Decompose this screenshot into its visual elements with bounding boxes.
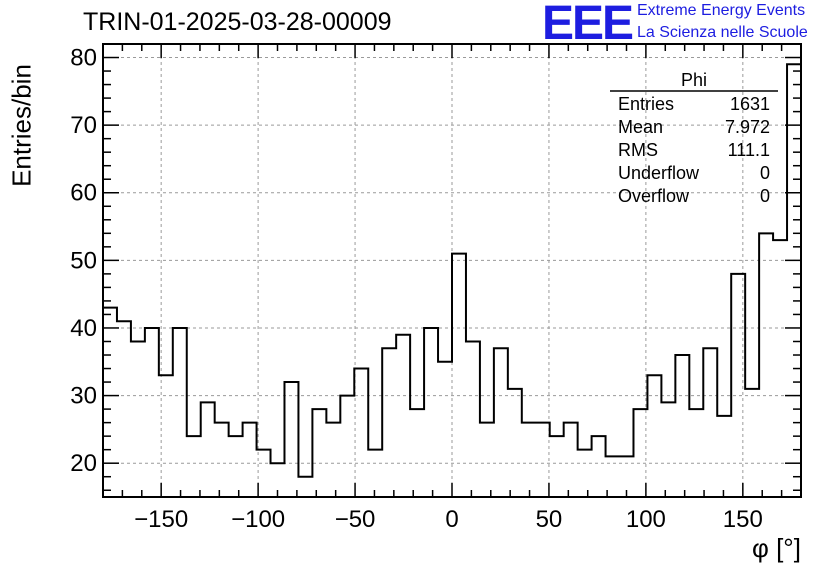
- histogram-bin: [326, 423, 340, 497]
- histogram-bin: [787, 64, 801, 497]
- y-tick-label: 20: [70, 450, 97, 477]
- stats-row-label: Underflow: [618, 163, 700, 183]
- stats-row-label: Entries: [618, 94, 674, 114]
- histogram-bin: [201, 402, 215, 497]
- histogram-bin: [759, 233, 773, 497]
- histogram-bin: [243, 423, 257, 497]
- histogram-bin: [187, 436, 201, 497]
- x-tick-label: −50: [335, 506, 376, 533]
- histogram-bin: [382, 348, 396, 497]
- histogram-bin: [703, 348, 717, 497]
- chart-title: TRIN-01-2025-03-28-00009: [83, 8, 392, 36]
- histogram-bin: [564, 423, 578, 497]
- histogram-bin: [731, 274, 745, 497]
- eee-logo: EEE: [542, 0, 634, 50]
- histogram-layer: [103, 63, 801, 497]
- logo-line-1: Extreme Energy Events: [637, 2, 806, 19]
- histogram-bin: [215, 423, 229, 497]
- stats-box: Phi Entries 1631 Mean 7.972 RMS 111.1 Underflow…: [610, 70, 778, 206]
- histogram-bin: [131, 341, 145, 497]
- histogram-bin: [745, 389, 759, 497]
- histogram-bin: [536, 423, 550, 497]
- stats-row-value: 7.972: [725, 117, 770, 137]
- stats-row-value: 0: [760, 163, 770, 183]
- y-tick-label: 40: [70, 315, 97, 342]
- histogram-bin: [396, 335, 410, 497]
- histogram-bin: [689, 409, 703, 497]
- logo-line-2: La Scienza nelle Scuole: [637, 24, 808, 41]
- y-tick-label: 60: [70, 180, 97, 207]
- histogram-bin: [438, 362, 452, 497]
- histogram-bin: [773, 240, 787, 497]
- x-tick-label: 150: [723, 506, 763, 533]
- histogram-bin: [508, 389, 522, 497]
- x-axis-label: φ [°]: [752, 533, 801, 563]
- histogram-bin: [578, 450, 592, 497]
- histogram-bin: [592, 436, 606, 497]
- y-tick-label: 30: [70, 383, 97, 410]
- x-tick-label: 50: [536, 506, 563, 533]
- stats-row-value: 0: [760, 186, 770, 206]
- histogram-bin: [480, 423, 494, 497]
- histogram-bin: [340, 396, 354, 497]
- tick-label-layer: −150 −100 −50 0 50 100 150 20 30 40 50 60 70 80: [70, 45, 763, 533]
- histogram-bin: [298, 477, 312, 497]
- y-tick-label: 80: [70, 45, 97, 72]
- histogram-bin: [717, 416, 731, 497]
- stats-row-value: 1631: [730, 94, 770, 114]
- x-tick-label: −100: [231, 506, 285, 533]
- histogram-bin: [229, 436, 243, 497]
- histogram-bin: [354, 369, 368, 497]
- histogram-bin: [452, 254, 466, 497]
- histogram-bin: [117, 321, 131, 497]
- histogram-bin: [675, 355, 689, 497]
- axis-layer: [102, 43, 802, 498]
- histogram-bin: [145, 328, 159, 497]
- histogram-bin: [284, 382, 298, 497]
- histogram-bin: [661, 402, 675, 497]
- stats-row-label: Mean: [618, 117, 663, 137]
- histogram-bin: [550, 436, 564, 497]
- histogram-bin: [173, 328, 187, 497]
- histogram-bin: [368, 450, 382, 497]
- y-tick-label: 70: [70, 112, 97, 139]
- histogram-bin: [159, 375, 173, 497]
- histogram-bin: [466, 341, 480, 497]
- stats-title: Phi: [681, 70, 707, 90]
- histogram-bin: [494, 348, 508, 497]
- x-tick-label: −150: [134, 506, 188, 533]
- histogram-bin: [424, 328, 438, 497]
- histogram-bin: [103, 308, 117, 497]
- x-tick-label: 100: [626, 506, 666, 533]
- y-tick-label: 50: [70, 247, 97, 274]
- x-tick-label: 0: [445, 506, 458, 533]
- histogram-bin: [312, 409, 326, 497]
- histogram-bin: [410, 409, 424, 497]
- histogram-bin: [647, 375, 661, 497]
- histogram-outline: [103, 63, 801, 478]
- stats-row-label: RMS: [618, 140, 658, 160]
- stats-row-value: 111.1: [728, 140, 770, 160]
- stats-row-label: Overflow: [618, 186, 690, 206]
- histogram-bin: [522, 423, 536, 497]
